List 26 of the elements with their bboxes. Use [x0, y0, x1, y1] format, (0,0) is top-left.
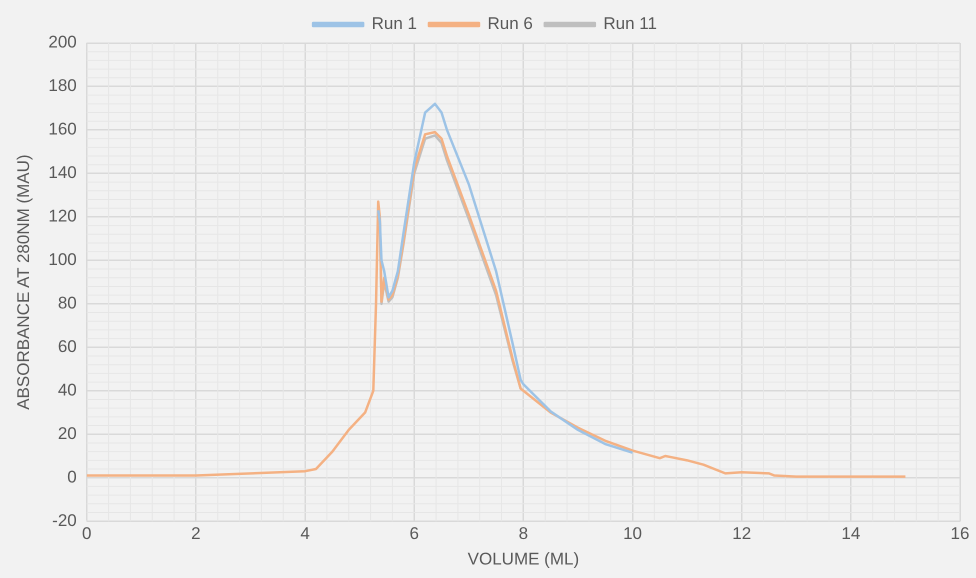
x-tick-label: 10 — [623, 524, 642, 544]
legend-label: Run 1 — [372, 14, 417, 34]
x-tick-label: 0 — [82, 524, 92, 544]
y-tick-label: 140 — [48, 163, 77, 182]
x-tick-label: 6 — [409, 524, 419, 544]
x-tick-label: 14 — [841, 524, 860, 544]
x-tick-label: 4 — [300, 524, 310, 544]
y-tick-label: 100 — [48, 250, 77, 270]
y-tick-label: 40 — [58, 380, 77, 400]
legend-label: Run 6 — [487, 14, 533, 34]
y-tick-label: 180 — [48, 76, 77, 96]
y-tick-label: 200 — [48, 32, 77, 52]
x-tick-label: 12 — [732, 524, 752, 544]
y-tick-label: 60 — [58, 336, 77, 356]
x-tick-label: 8 — [518, 524, 528, 544]
legend-label: Run 11 — [603, 14, 657, 34]
y-tick-label: 120 — [48, 206, 77, 226]
y-tick-label: 160 — [48, 120, 77, 139]
y-tick-label: 20 — [58, 424, 77, 443]
y-tick-label: -20 — [52, 510, 77, 530]
y-tick-label: 0 — [67, 467, 77, 486]
y-axis-title: ABSORBANCE AT 280NM (MAU) — [14, 154, 33, 410]
x-tick-label: 16 — [950, 524, 970, 544]
y-tick-label: 80 — [58, 294, 77, 313]
x-tick-label: 2 — [191, 524, 201, 544]
x-axis-title: VOLUME (ML) — [468, 549, 580, 568]
